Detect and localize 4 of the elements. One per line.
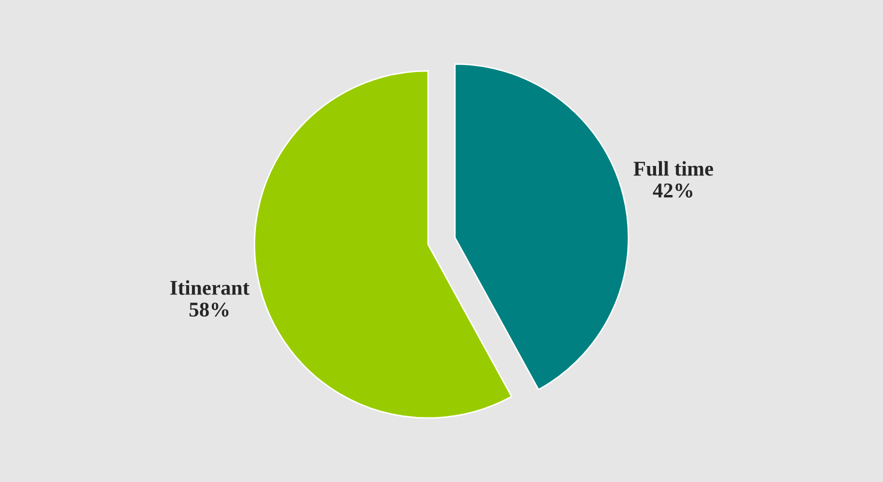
data-label: 58% xyxy=(190,302,228,317)
slice-label: Full time xyxy=(634,161,714,176)
slice-label: Itinerant xyxy=(170,280,250,295)
data-label: 42% xyxy=(652,183,692,198)
